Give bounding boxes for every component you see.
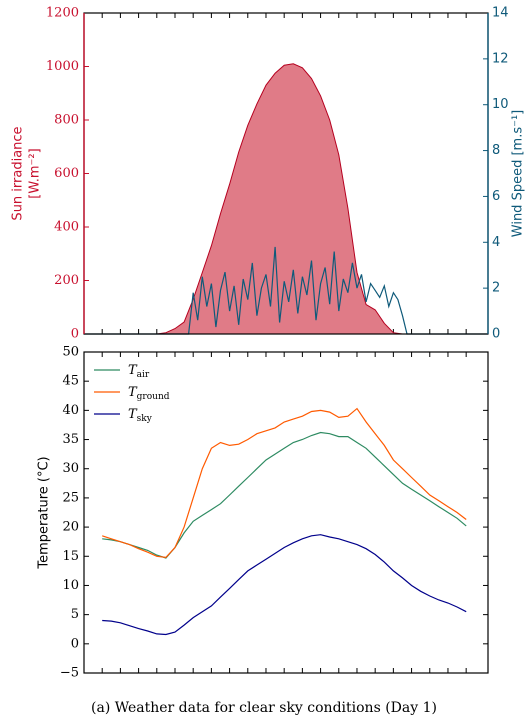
- legend-subscript: ground: [137, 392, 170, 402]
- y-tick-label: 800: [54, 113, 79, 128]
- y-tick-label: 10: [62, 578, 79, 593]
- legend-label: Tair: [128, 363, 150, 380]
- y-tick-label: 0: [71, 636, 79, 651]
- area-fill: [84, 63, 485, 335]
- y-axis-label: Sun irradiance: [11, 126, 26, 220]
- y-tick-label: −5: [60, 666, 79, 681]
- y2-tick-label: 10: [492, 97, 509, 112]
- y-tick-label: 0: [71, 327, 79, 342]
- legend-symbol: T: [128, 385, 138, 400]
- legend-label: Tground: [128, 385, 170, 402]
- y-tick-label: 40: [62, 403, 79, 418]
- y2-tick-label: 2: [492, 281, 500, 296]
- line: [102, 534, 467, 636]
- line: [84, 246, 488, 335]
- y-tick-label: 30: [62, 461, 79, 476]
- y-tick-label: 200: [54, 273, 79, 288]
- y2-tick-label: 4: [492, 235, 500, 250]
- y-tick-label: 20: [62, 520, 79, 535]
- y-tick-label: 25: [62, 490, 79, 505]
- y-axis-label: Temperature (°C): [37, 456, 52, 569]
- y-tick-label: 400: [54, 220, 79, 235]
- y2-tick-label: 0: [492, 327, 500, 342]
- line: [102, 407, 467, 559]
- legend-subscript: air: [137, 370, 150, 380]
- legend-symbol: T: [128, 363, 138, 378]
- y2-tick-label: 6: [492, 189, 500, 204]
- y-tick-label: 45: [62, 374, 79, 389]
- y-tick-label: 15: [62, 549, 79, 564]
- legend-subscript: sky: [137, 414, 153, 424]
- y-tick-label: 1200: [46, 6, 79, 21]
- legend-label: Tsky: [128, 407, 153, 424]
- caption: (a) Weather data for clear sky condition…: [91, 700, 437, 716]
- plot-frame: [83, 351, 489, 674]
- y-tick-label: 600: [54, 166, 79, 181]
- y-tick-label: 5: [71, 607, 79, 622]
- line: [102, 431, 467, 559]
- y-axis-label: [W.m⁻²]: [28, 148, 43, 198]
- y2-axis-label: Wind Speed [m.s⁻¹]: [511, 110, 526, 237]
- y-tick-label: 50: [62, 345, 79, 360]
- y-tick-label: 35: [62, 432, 79, 447]
- y2-tick-label: 14: [492, 6, 509, 21]
- y2-tick-label: 12: [492, 51, 509, 66]
- y2-tick-label: 8: [492, 143, 500, 158]
- y-tick-label: 1000: [46, 59, 79, 74]
- legend-symbol: T: [128, 407, 138, 422]
